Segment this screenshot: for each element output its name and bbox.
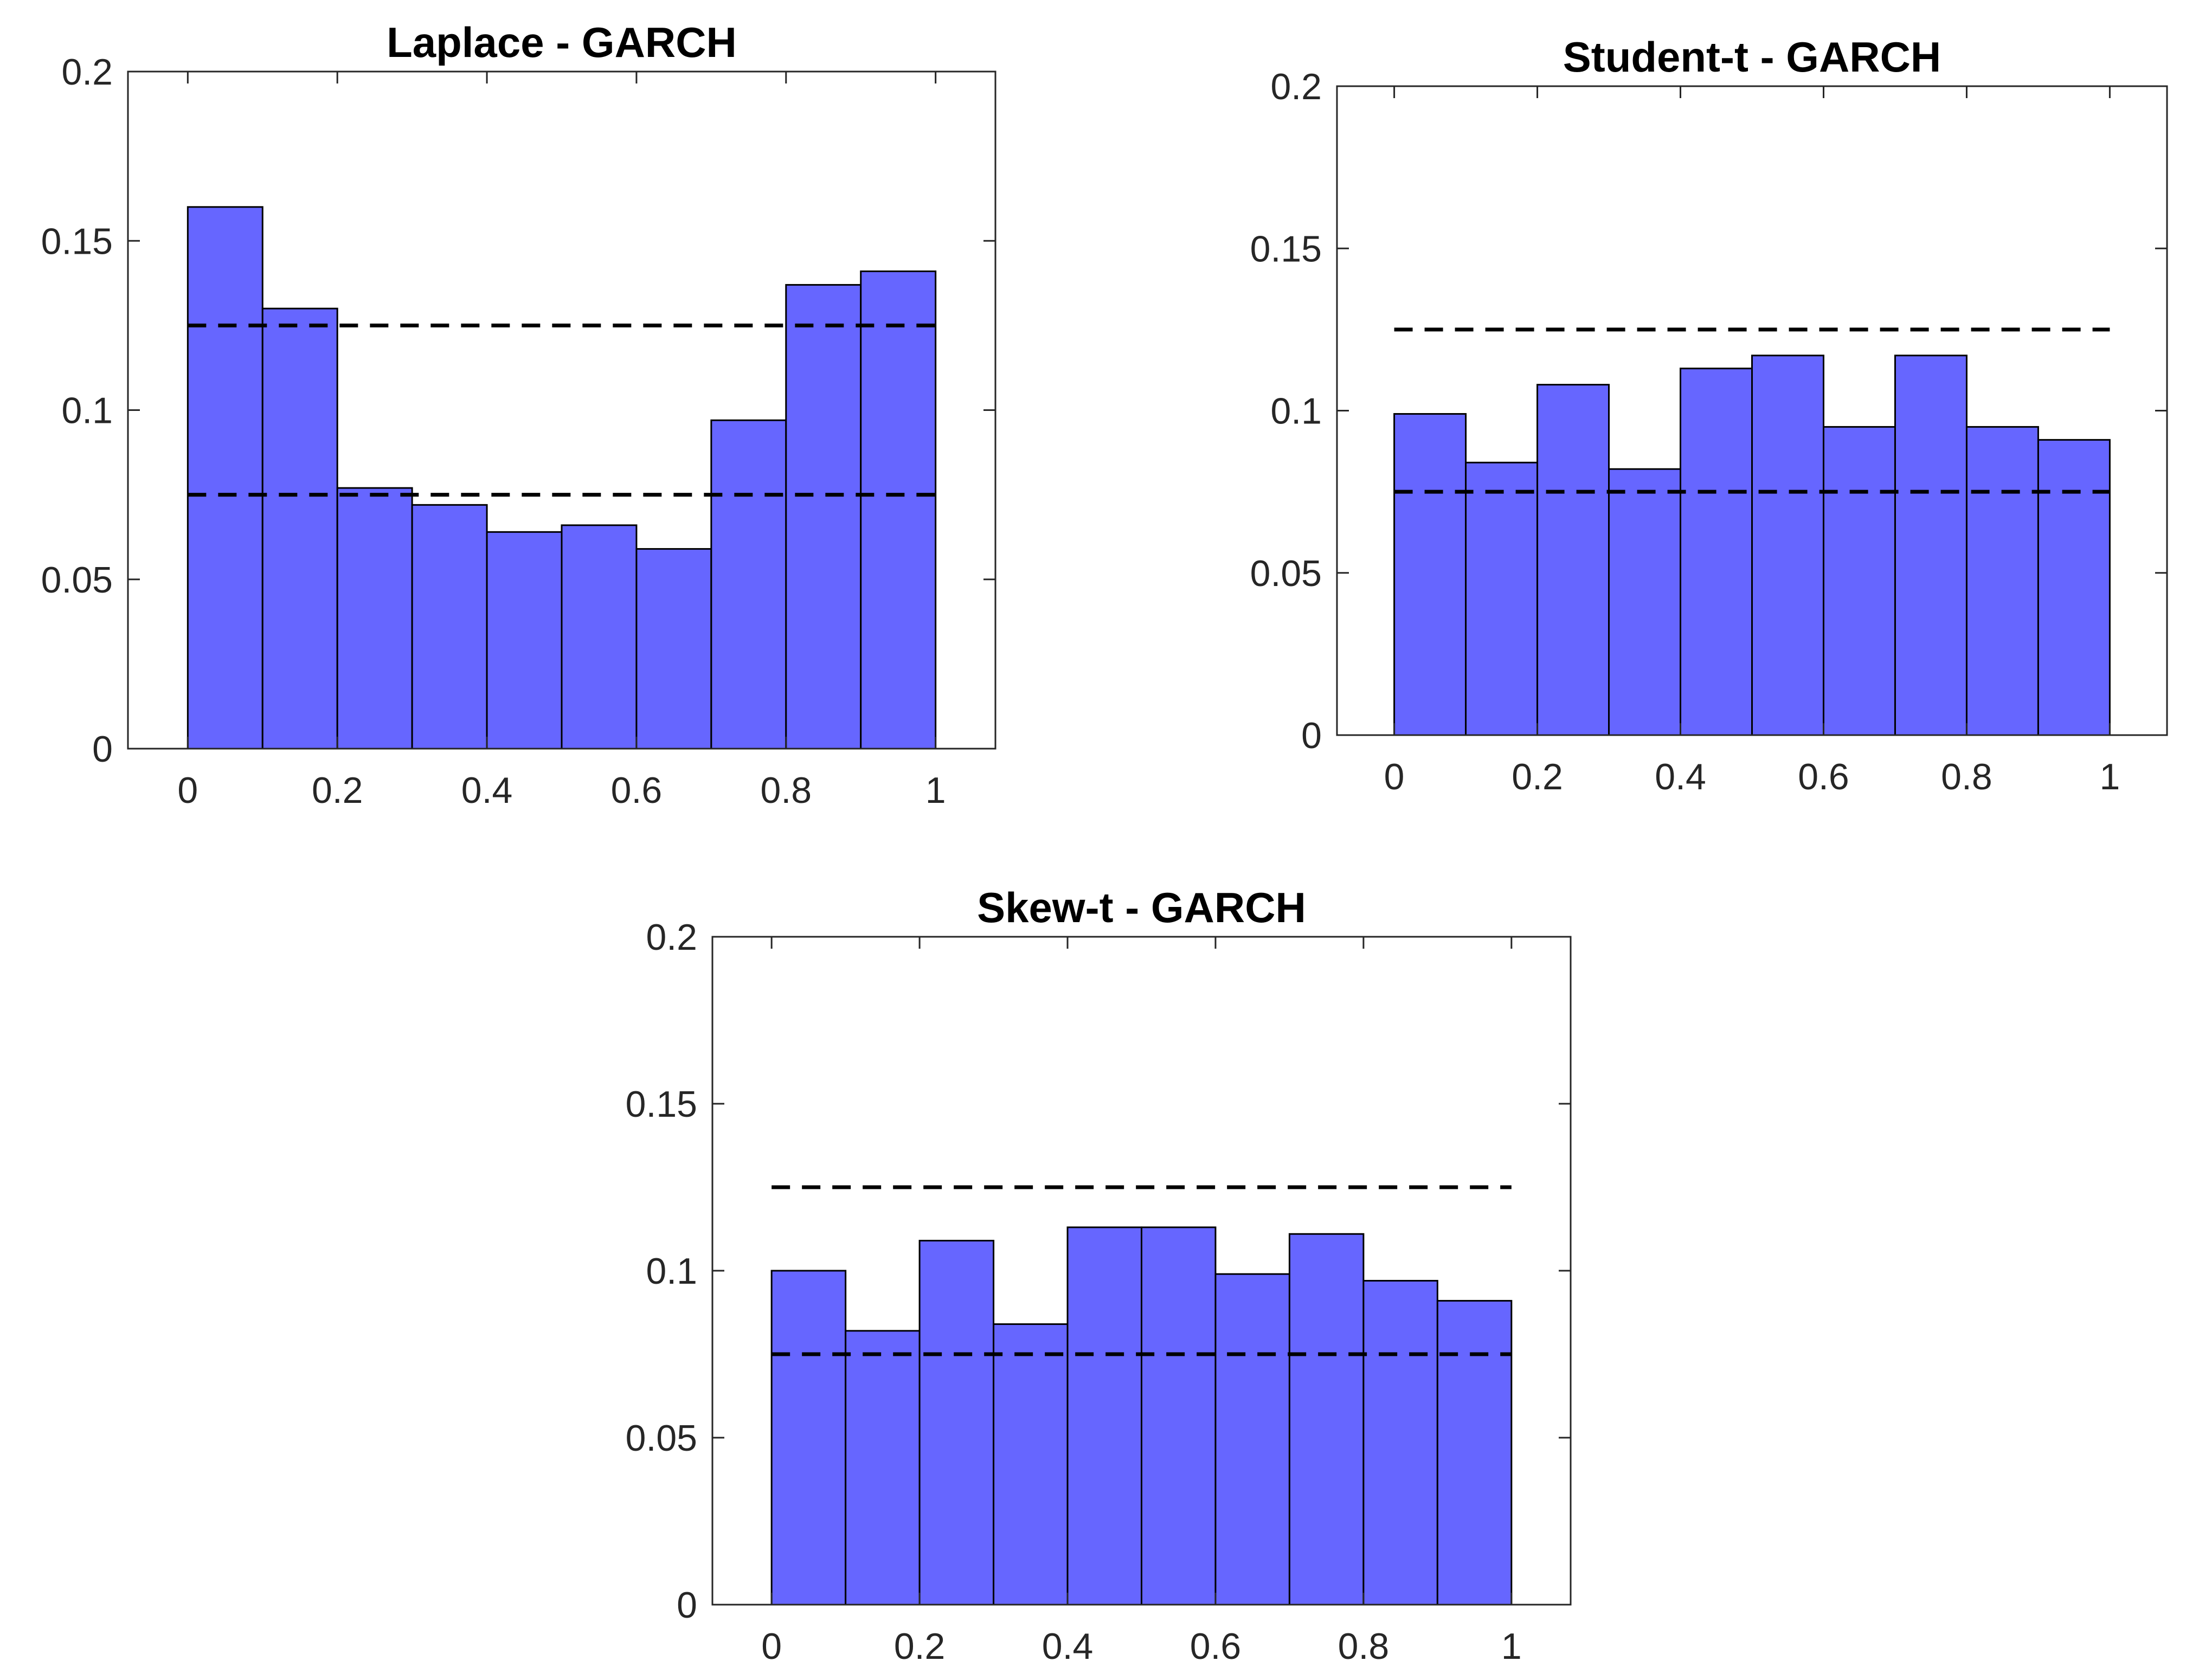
x-tick-label: 0.8 [1941, 756, 1992, 797]
histogram-bar [1362, 1279, 1438, 1606]
histogram-bar [1141, 1226, 1217, 1606]
y-tick-label: 0.2 [61, 52, 113, 93]
histogram-bar [261, 307, 338, 750]
histogram-bar [411, 504, 488, 750]
y-tick-label: 0.05 [41, 559, 113, 601]
y-tick-label: 0 [92, 729, 113, 770]
histogram-bar [1214, 1273, 1290, 1606]
histogram-bar [1608, 468, 1682, 736]
y-tick-label: 0.2 [646, 917, 697, 958]
histogram-bar [1751, 355, 1824, 736]
x-tick-label: 1 [1501, 1626, 1522, 1667]
chart-title: Student-t - GARCH [1563, 33, 1941, 81]
histogram-bar [860, 270, 937, 750]
histogram-bar [1822, 426, 1896, 736]
x-tick-label: 1 [2099, 756, 2120, 797]
x-axis: 0 0.2 0.4 0.6 0.8 1 [177, 72, 946, 811]
x-tick-label: 0 [177, 770, 198, 811]
bar-series [770, 1226, 1513, 1606]
histogram-bar [486, 531, 563, 750]
x-tick-label: 0.8 [1338, 1626, 1390, 1667]
x-axis: 0 0.2 0.4 0.6 0.8 1 [761, 937, 1522, 1667]
y-axis: 0 0.05 0.1 0.15 0.2 [1250, 66, 2167, 756]
histogram-bar [710, 419, 787, 750]
x-tick-label: 0.8 [761, 770, 812, 811]
histogram-bar [336, 487, 413, 750]
reference-lines [771, 1185, 1512, 1356]
histogram-bar [187, 206, 263, 750]
histogram-bar [993, 1323, 1069, 1606]
x-tick-label: 1 [925, 770, 946, 811]
bar-series [1393, 355, 2111, 736]
histogram-bar [1465, 461, 1539, 736]
y-tick-label: 0.1 [61, 390, 113, 432]
x-tick-label: 0 [1384, 756, 1405, 797]
y-tick-label: 0 [677, 1585, 697, 1626]
histogram-bar [1894, 355, 1968, 736]
y-tick-label: 0.05 [626, 1418, 697, 1459]
histogram-bar [1288, 1233, 1365, 1606]
histogram-bar [2037, 439, 2111, 736]
histogram-bar [561, 524, 638, 750]
y-axis: 0 0.05 0.1 0.15 0.2 [41, 52, 995, 770]
x-tick-label: 0.2 [312, 770, 363, 811]
histogram-bar [1965, 426, 2039, 736]
histogram-bar [770, 1270, 847, 1606]
y-tick-label: 0.1 [1270, 391, 1322, 432]
x-tick-label: 0.2 [894, 1626, 946, 1667]
y-tick-label: 0.15 [626, 1084, 697, 1125]
panel-laplace-garch: Laplace - GARCH 0 0.2 0.4 0.6 0.8 1 0 0.05 0.1 0.1… [41, 18, 996, 811]
y-tick-label: 0 [1301, 715, 1322, 756]
y-tick-label: 0.05 [1250, 553, 1322, 594]
panel-skew-t-garch: Skew-t - GARCH 0 0.2 0.4 0.6 0.8 1 0 0.05 0.1 0.15… [626, 884, 1572, 1667]
histogram-bar [1436, 1299, 1513, 1606]
y-tick-label: 0.15 [41, 221, 113, 262]
x-tick-label: 0.6 [611, 770, 663, 811]
x-tick-label: 0.2 [1512, 756, 1563, 797]
x-tick-label: 0.4 [1655, 756, 1706, 797]
histogram-bar [918, 1240, 995, 1606]
y-tick-label: 0.1 [646, 1251, 697, 1292]
y-tick-label: 0.15 [1250, 228, 1322, 269]
chart-title: Laplace - GARCH [387, 18, 737, 66]
y-axis: 0 0.05 0.1 0.15 0.2 [626, 917, 1571, 1626]
chart-title: Skew-t - GARCH [977, 884, 1306, 931]
histogram-bar [1066, 1226, 1142, 1606]
histogram-bar [785, 284, 862, 750]
histogram-bar [845, 1330, 921, 1606]
histogram-bar [1680, 368, 1753, 736]
x-tick-label: 0 [761, 1626, 782, 1667]
x-tick-label: 0.4 [461, 770, 513, 811]
histogram-bar [635, 548, 712, 750]
histogram-bar [1393, 413, 1467, 736]
y-tick-label: 0.2 [1270, 66, 1322, 107]
reference-lines [188, 323, 936, 497]
x-axis: 0 0.2 0.4 0.6 0.8 1 [1384, 86, 2120, 797]
x-tick-label: 0.6 [1798, 756, 1849, 797]
x-tick-label: 0.6 [1190, 1626, 1242, 1667]
bar-series [187, 206, 937, 750]
x-tick-label: 0.4 [1042, 1626, 1094, 1667]
histogram-bar [1536, 384, 1610, 736]
